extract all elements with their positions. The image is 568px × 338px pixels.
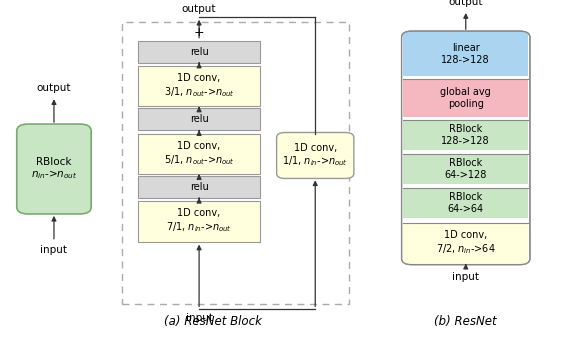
Text: RBlock
$n_{in}$->$n_{out}$: RBlock $n_{in}$->$n_{out}$ (31, 157, 77, 181)
Bar (403, 32, 528, 76)
Bar (403, 79, 528, 117)
Text: input: input (452, 272, 479, 282)
Text: RBlock
64->128: RBlock 64->128 (445, 158, 487, 180)
Text: 1D conv,
1/1, $n_{in}$->$n_{out}$: 1D conv, 1/1, $n_{in}$->$n_{out}$ (282, 143, 348, 168)
Text: RBlock
64->64: RBlock 64->64 (448, 192, 484, 214)
Text: (b) ResNet: (b) ResNet (435, 315, 497, 328)
Bar (138, 176, 260, 198)
FancyBboxPatch shape (17, 124, 91, 214)
Text: 1D conv,
7/2, $n_{in}$->64: 1D conv, 7/2, $n_{in}$->64 (436, 231, 496, 256)
Text: input: input (40, 245, 68, 255)
Text: relu: relu (190, 114, 208, 124)
Bar (138, 201, 260, 242)
Text: RBlock
128->128: RBlock 128->128 (441, 124, 490, 146)
Bar (403, 223, 528, 264)
Bar (403, 154, 528, 184)
Text: relu: relu (190, 182, 208, 192)
Bar (122, 22, 349, 304)
Text: output: output (37, 83, 71, 93)
Text: output: output (182, 3, 216, 14)
Text: 1D conv,
3/1, $n_{out}$->$n_{out}$: 1D conv, 3/1, $n_{out}$->$n_{out}$ (164, 73, 235, 99)
Bar (138, 108, 260, 130)
Text: 1D conv,
7/1, $n_{in}$->$n_{out}$: 1D conv, 7/1, $n_{in}$->$n_{out}$ (166, 209, 232, 234)
Bar (138, 134, 260, 174)
Text: (a) ResNet Block: (a) ResNet Block (164, 315, 262, 328)
Text: input: input (186, 313, 212, 323)
Text: 1D conv,
5/1, $n_{out}$->$n_{out}$: 1D conv, 5/1, $n_{out}$->$n_{out}$ (164, 141, 235, 167)
Text: global avg
pooling: global avg pooling (440, 87, 491, 109)
Bar (403, 120, 528, 150)
Text: relu: relu (190, 47, 208, 56)
Bar (138, 41, 260, 63)
Text: output: output (449, 0, 483, 7)
Bar (403, 188, 528, 218)
Text: linear
128->128: linear 128->128 (441, 43, 490, 65)
Bar (138, 66, 260, 106)
Text: +: + (194, 26, 204, 39)
FancyBboxPatch shape (277, 132, 354, 178)
